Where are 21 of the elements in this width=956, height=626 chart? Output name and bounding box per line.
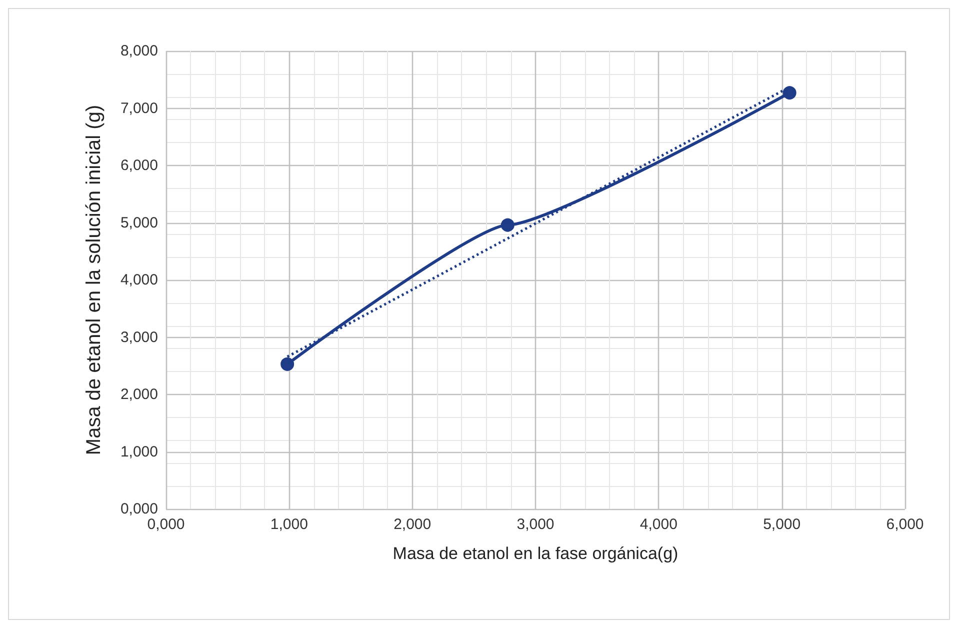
x-tick-label: 3,000 xyxy=(516,516,554,533)
point xyxy=(280,357,294,371)
x-tick-label: 5,000 xyxy=(763,516,801,533)
x-axis-title: Masa de etanol en la fase orgánica(g) xyxy=(392,544,678,563)
x-tick-label: 6,000 xyxy=(886,516,924,533)
y-tick-label: 6,000 xyxy=(120,157,158,174)
y-tick-label: 4,000 xyxy=(120,272,158,288)
y-tick-label: 7,000 xyxy=(120,100,158,117)
y-tick-label: 2,000 xyxy=(120,386,158,403)
y-tick-label: 3,000 xyxy=(120,328,158,346)
point xyxy=(500,218,514,232)
x-tick-label: 1,000 xyxy=(270,516,308,533)
x-tick-label: 2,000 xyxy=(394,516,432,533)
y-tick-label: 0,000 xyxy=(120,500,158,518)
point xyxy=(782,86,796,100)
x-tick-label: 0,000 xyxy=(147,516,185,533)
y-axis-title: Masa de etanol en la solución inicial (g) xyxy=(83,104,105,456)
y-tick-label: 5,000 xyxy=(120,214,158,232)
y-tick-label: 1,000 xyxy=(120,443,158,460)
y-tick-label: 8,000 xyxy=(120,42,158,60)
x-tick-label: 4,000 xyxy=(640,516,678,533)
